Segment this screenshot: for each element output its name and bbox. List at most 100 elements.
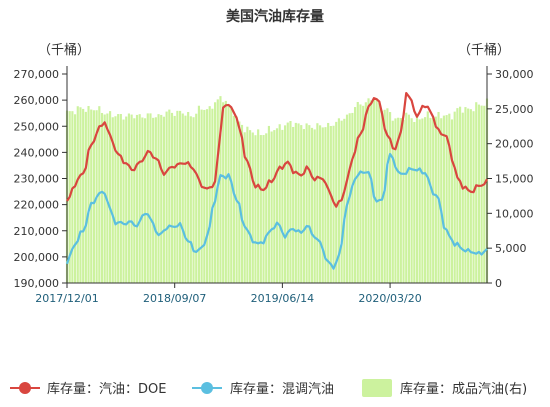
- bar: [362, 105, 365, 283]
- bar: [144, 118, 147, 283]
- left-tick-label: 270,000: [14, 68, 60, 81]
- bar: [84, 111, 87, 283]
- bar: [383, 109, 386, 284]
- bar: [203, 109, 206, 283]
- bar: [149, 113, 152, 284]
- axes: [66, 66, 488, 284]
- bar: [424, 117, 427, 283]
- legend-label-blended: 库存量：混调汽油: [230, 381, 334, 397]
- bar: [289, 120, 292, 283]
- bar: [205, 109, 209, 284]
- right-tick-label: 15,000: [495, 173, 534, 186]
- bar: [195, 113, 198, 283]
- bar: [477, 104, 480, 283]
- bar: [329, 126, 332, 283]
- bar: [480, 105, 483, 283]
- bar: [434, 116, 437, 283]
- legend-marker-blended: [201, 382, 213, 394]
- bar: [327, 122, 330, 283]
- bar: [170, 112, 174, 284]
- bar: [300, 125, 303, 283]
- bar: [413, 121, 416, 283]
- chart-title: 美国汽油库存量: [226, 8, 324, 25]
- bar: [160, 114, 163, 283]
- bar: [421, 118, 424, 283]
- bar: [278, 124, 281, 283]
- bar: [162, 116, 165, 283]
- bar: [133, 118, 136, 283]
- bar: [117, 114, 120, 283]
- bar: [394, 118, 397, 283]
- bar: [456, 108, 459, 283]
- bar: [391, 120, 394, 283]
- legend-item-doe[interactable]: 库存量：汽油：DOE: [10, 381, 166, 397]
- right-axis-unit: （千桶）: [458, 43, 510, 58]
- bar: [251, 132, 254, 283]
- bar: [265, 133, 268, 283]
- left-tick-label: 240,000: [14, 146, 60, 159]
- bar: [319, 125, 322, 284]
- bar: [165, 111, 168, 283]
- bar: [138, 114, 141, 283]
- bar: [275, 128, 279, 283]
- bar: [90, 109, 93, 283]
- bar: [82, 108, 85, 283]
- bar: [281, 129, 284, 283]
- bar: [459, 106, 462, 283]
- bar: [386, 108, 389, 283]
- bar: [173, 115, 176, 284]
- bar: [103, 114, 106, 283]
- bar: [219, 96, 222, 283]
- bar: [92, 110, 95, 283]
- bar: [345, 114, 349, 284]
- left-tick-label: 250,000: [14, 120, 60, 133]
- bar: [397, 117, 400, 283]
- bar: [332, 125, 335, 284]
- bar: [286, 122, 289, 284]
- right-tick-label: 30,000: [495, 68, 534, 81]
- bar: [135, 114, 139, 284]
- bar: [364, 102, 367, 284]
- legend-label-finished: 库存量：成品汽油(右): [400, 381, 527, 397]
- bar: [407, 114, 410, 283]
- x-tick-label: 2019/06/14: [251, 292, 314, 305]
- bar: [122, 119, 125, 283]
- bar: [429, 117, 432, 284]
- bar: [71, 111, 74, 283]
- bar: [389, 112, 392, 283]
- bar: [367, 98, 370, 283]
- bar: [356, 102, 359, 283]
- bar: [302, 129, 305, 283]
- bar: [141, 117, 144, 283]
- bar: [246, 126, 249, 284]
- bar: [450, 119, 454, 283]
- bar: [399, 118, 402, 283]
- bar: [415, 116, 419, 283]
- bar: [259, 135, 262, 283]
- line-doe: [66, 91, 488, 208]
- bar: [270, 131, 273, 283]
- bar: [378, 101, 381, 283]
- bar: [335, 121, 338, 283]
- right-tick-label: 20,000: [495, 138, 534, 151]
- legend-label-doe: 库存量：汽油：DOE: [47, 381, 166, 397]
- bar: [127, 113, 130, 283]
- bar: [316, 123, 319, 283]
- bar: [208, 106, 211, 283]
- left-tick-label: 190,000: [14, 277, 60, 290]
- bar: [211, 108, 214, 283]
- bar: [464, 107, 467, 283]
- bar: [267, 125, 270, 283]
- bar: [475, 102, 478, 283]
- left-tick-label: 210,000: [14, 225, 60, 238]
- bar: [375, 98, 378, 283]
- bar: [249, 130, 252, 283]
- bar: [157, 114, 160, 283]
- legend-item-blended[interactable]: 库存量：混调汽油: [192, 381, 334, 397]
- bar: [224, 100, 227, 283]
- bar: [119, 114, 122, 283]
- bar: [313, 129, 316, 283]
- x-tick-label: 2020/03/20: [358, 292, 421, 305]
- bar: [230, 107, 233, 283]
- legend-item-finished[interactable]: 库存量：成品汽油(右): [362, 379, 527, 397]
